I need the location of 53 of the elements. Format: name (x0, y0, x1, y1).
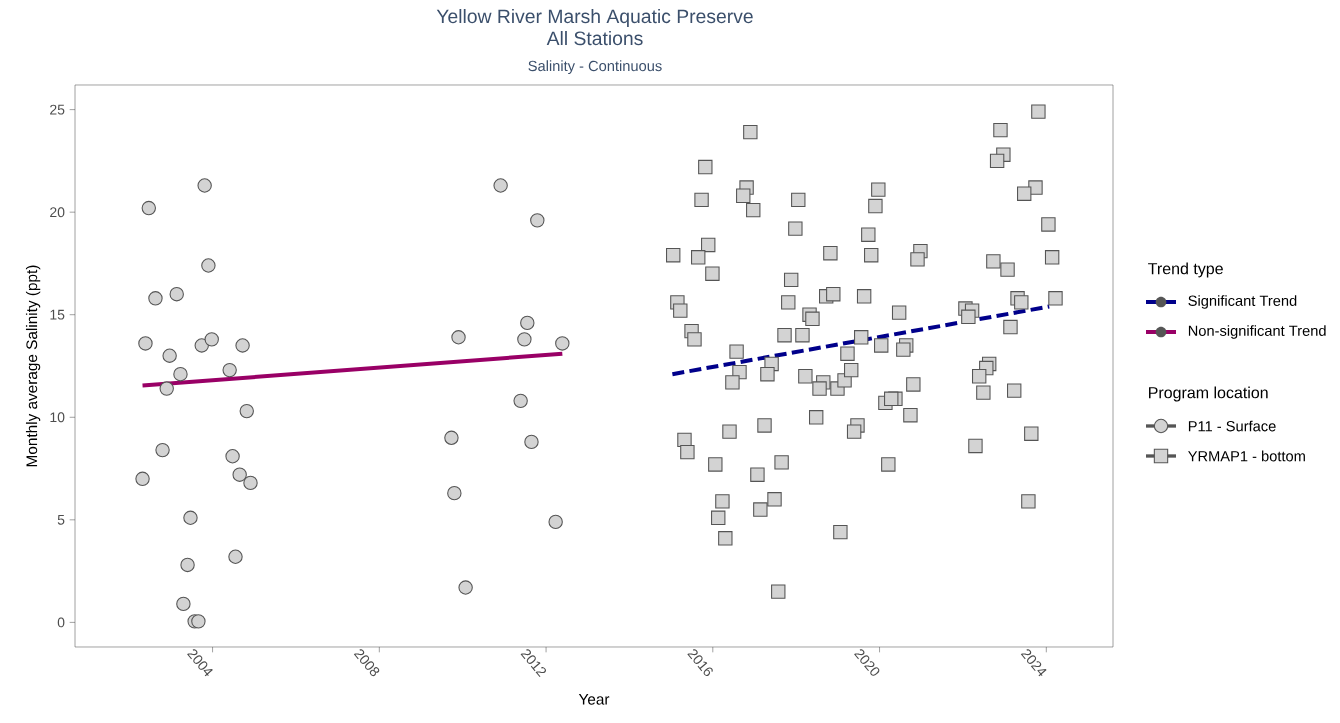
y-tick-label: 15 (50, 309, 65, 320)
legend-title: Trend type (1148, 262, 1223, 278)
point (239, 403, 254, 419)
point (222, 362, 237, 378)
point (169, 287, 184, 302)
point (520, 315, 535, 331)
point (194, 338, 209, 353)
x-axis-title: Year (578, 694, 610, 705)
y-tick-label: 0 (57, 617, 65, 628)
y-tick-label: 5 (57, 514, 65, 525)
y-tick-label: 10 (50, 412, 65, 423)
point (451, 330, 466, 345)
point (155, 442, 170, 458)
point (228, 549, 243, 564)
legend-label: Non-significant Trend (1188, 325, 1326, 339)
y-tick-label: 20 (50, 207, 65, 218)
legend-label: YRMAP1 - bottom (1188, 450, 1305, 462)
point (180, 557, 195, 573)
point (232, 467, 247, 482)
point (524, 434, 539, 450)
point (197, 178, 212, 193)
point (555, 336, 570, 351)
chart-title: Yellow River Marsh Aquatic Preserve (436, 8, 753, 28)
point (204, 332, 219, 347)
point (548, 514, 563, 530)
point (225, 449, 240, 464)
point (458, 580, 473, 595)
y-axis-title: Monthly average Salinity (ppt) (25, 265, 41, 467)
point (135, 471, 150, 487)
legend-label: Significant Trend (1188, 295, 1297, 309)
point (513, 393, 528, 409)
point (444, 430, 459, 445)
text: Program location (1149, 386, 1268, 402)
point (447, 485, 462, 501)
text: Salinity - Continuous (528, 60, 662, 75)
point (191, 614, 206, 629)
point (201, 258, 216, 273)
point (176, 596, 191, 612)
point (162, 348, 177, 363)
point (141, 200, 156, 216)
legend-label: P11 - Surface (1188, 420, 1276, 432)
point (183, 510, 198, 525)
y-tick-label: 25 (50, 104, 65, 115)
point (138, 336, 153, 351)
point (517, 332, 532, 347)
point (530, 213, 545, 228)
point (493, 178, 508, 193)
point (243, 475, 258, 491)
point (148, 291, 163, 306)
point (235, 338, 250, 353)
chart-subtitle: All Stations (546, 30, 643, 46)
point (159, 381, 174, 396)
point (173, 366, 188, 382)
